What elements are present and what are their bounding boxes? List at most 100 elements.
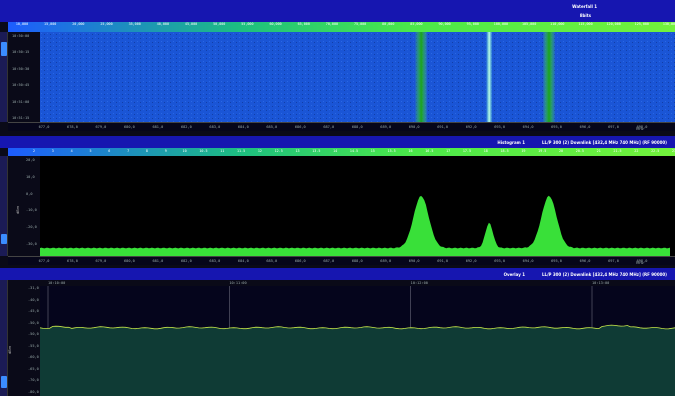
- histogram-x-tick-label: 684,0: [237, 259, 249, 263]
- waterfall-freq-label: 75,000: [353, 22, 367, 26]
- overlay-scroll-knob[interactable]: [1, 376, 7, 388]
- histogram-level-label: 17: [446, 149, 451, 153]
- histogram-x-tick-label: 686,0: [294, 259, 306, 263]
- histogram-level-label: 3: [51, 149, 54, 153]
- histogram-x-tick-label: 693,0: [494, 259, 506, 263]
- histogram-x-tick-label: 685,0: [266, 259, 278, 263]
- histogram-x-axis: 677,0 678,0 679,0 680,0 681,0 682,0 683,0 684,0…: [8, 256, 675, 265]
- histogram-level-label: 15: [370, 149, 375, 153]
- histogram-side-scrollbar[interactable]: [0, 156, 8, 256]
- waterfall-x-tick-label: 693,0: [494, 125, 506, 129]
- histogram-x-tick-label: 690,0: [408, 259, 420, 263]
- histogram-level-label: 23: [671, 149, 675, 153]
- waterfall-freq-label: 105,000: [521, 22, 537, 26]
- overlay-y-tick-label: -55,0: [28, 343, 39, 348]
- overlay-y-tick-label: -80,0: [28, 390, 39, 394]
- waterfall-x-tick-label: 698,0: [636, 125, 648, 129]
- waterfall-freq-label: 65,000: [297, 22, 310, 26]
- waterfall-time-label: 10:50:15: [12, 50, 30, 55]
- waterfall-time-label: 10:50:30: [12, 66, 30, 71]
- waterfall-freq-label: 80,000: [382, 22, 395, 26]
- overlay-side-scrollbar[interactable]: [0, 280, 8, 396]
- histogram-x-tick-label: 687,0: [323, 259, 335, 263]
- histogram-level-label: 12: [257, 149, 262, 153]
- overlay-trace-area: [40, 325, 675, 396]
- overlay-y-tick-label: -45,0: [28, 309, 39, 314]
- waterfall-freq-label: 95,000: [466, 22, 479, 26]
- waterfall-scroll-knob[interactable]: [1, 42, 7, 56]
- histogram-x-tick-label: 682,0: [180, 259, 192, 263]
- waterfall-x-tick-label: 678,0: [67, 125, 78, 129]
- histogram-level-ruler: 2 3 4 5 6 7 8 9 10 10.5 11 11.5 12 12.5 13 13.5 14 14.5 15…: [8, 148, 675, 156]
- waterfall-freq-label: 35,000: [128, 22, 141, 26]
- histogram-level-label: 14: [333, 149, 338, 153]
- histogram-level-label: 12.5: [274, 149, 283, 153]
- waterfall-x-tick-label: 690,0: [408, 125, 420, 129]
- histogram-y-tick-label: -10,0: [26, 208, 37, 213]
- waterfall-freq-label: 25,000: [100, 22, 113, 26]
- histogram-background: [40, 156, 675, 256]
- waterfall-x-tick-label: 695,0: [551, 125, 562, 129]
- waterfall-plot[interactable]: [40, 32, 675, 122]
- waterfall-freq-label: 125,000: [634, 22, 649, 26]
- waterfall-freq-label: 45,000: [184, 22, 198, 26]
- overlay-y-tick-label: -40,0: [28, 297, 39, 302]
- waterfall-signal-trace: [486, 32, 493, 122]
- overlay-plot[interactable]: [40, 286, 675, 396]
- histogram-level-label: 10: [182, 149, 187, 153]
- waterfall-title: Waterfall 1: [572, 4, 597, 9]
- histogram-level-label: 18: [483, 149, 488, 153]
- waterfall-freq-label: 60,000: [269, 22, 282, 26]
- histogram-level-label: 9: [164, 149, 167, 153]
- waterfall-freq-label: 55,000: [241, 22, 254, 26]
- waterfall-freq-label: 85,000: [410, 22, 423, 26]
- waterfall-freq-label: 15,000: [44, 22, 57, 26]
- overlay-time-label: 10:12:00: [410, 281, 428, 285]
- histogram-plot[interactable]: [40, 156, 675, 256]
- histogram-level-label: 7: [127, 149, 130, 153]
- waterfall-freq-label: 100,000: [493, 22, 509, 26]
- histogram-scroll-knob[interactable]: [1, 234, 7, 244]
- histogram-level-label: 13.5: [312, 149, 321, 153]
- histogram-x-tick-label: 678,0: [67, 259, 78, 263]
- histogram-x-tick-label: 694,0: [522, 259, 534, 263]
- waterfall-x-tick-label: 689,0: [380, 125, 392, 129]
- overlay-y-tick-label: -70,0: [28, 378, 39, 383]
- waterfall-x-tick-label: 687,0: [323, 125, 335, 129]
- histogram-level-label: 6: [108, 149, 111, 153]
- histogram-level-label: 8: [145, 149, 148, 153]
- histogram-level-label: 15.5: [387, 149, 396, 153]
- waterfall-x-tick-label: 686,0: [294, 125, 306, 129]
- histogram-x-tick-label: 692,0: [465, 259, 477, 263]
- waterfall-x-tick-label: 681,0: [152, 125, 164, 129]
- overlay-time-label: 10:10:00: [48, 281, 66, 285]
- histogram-y-tick-label: -30,0: [26, 242, 37, 246]
- histogram-x-tick-label: 681,0: [152, 259, 164, 263]
- waterfall-background: [40, 32, 675, 122]
- histogram-y-tick-label: 0,0: [26, 191, 33, 196]
- histogram-x-tick-label: 698,0: [636, 259, 648, 263]
- histogram-x-tick-label: 695,0: [551, 259, 562, 263]
- overlay-y-unit: dBm: [8, 345, 12, 354]
- histogram-x-tick-label: 697,0: [608, 259, 619, 263]
- waterfall-x-tick-label: 679,0: [95, 125, 107, 129]
- histogram-level-label: 20: [559, 149, 564, 153]
- waterfall-side-scrollbar[interactable]: [0, 32, 8, 122]
- waterfall-time-label: 10:51:15: [12, 116, 30, 120]
- waterfall-freq-label: 110,000: [550, 22, 565, 26]
- histogram-level-label: 18.5: [500, 149, 509, 153]
- histogram-x-tick-label: 696,0: [579, 259, 591, 263]
- histogram-level-label: 20.5: [575, 149, 584, 153]
- histogram-x-tick-label: 691,0: [437, 259, 449, 263]
- waterfall-time-label: 10:50:45: [12, 83, 30, 88]
- waterfall-x-tick-label: 683,0: [209, 125, 221, 129]
- waterfall-freq-label: 115,000: [578, 22, 593, 26]
- histogram-x-unit: MHz: [636, 261, 644, 265]
- waterfall-freq-label: 130,000: [662, 22, 675, 26]
- histogram-x-tick-label: 689,0: [380, 259, 392, 263]
- histogram-level-label: 11.5: [236, 149, 246, 153]
- waterfall-x-tick-label: 684,0: [237, 125, 249, 129]
- waterfall-x-unit: MHz: [636, 127, 644, 131]
- overlay-y-tick-label: -60,0: [28, 355, 39, 360]
- waterfall-x-tick-label: 685,0: [266, 125, 278, 129]
